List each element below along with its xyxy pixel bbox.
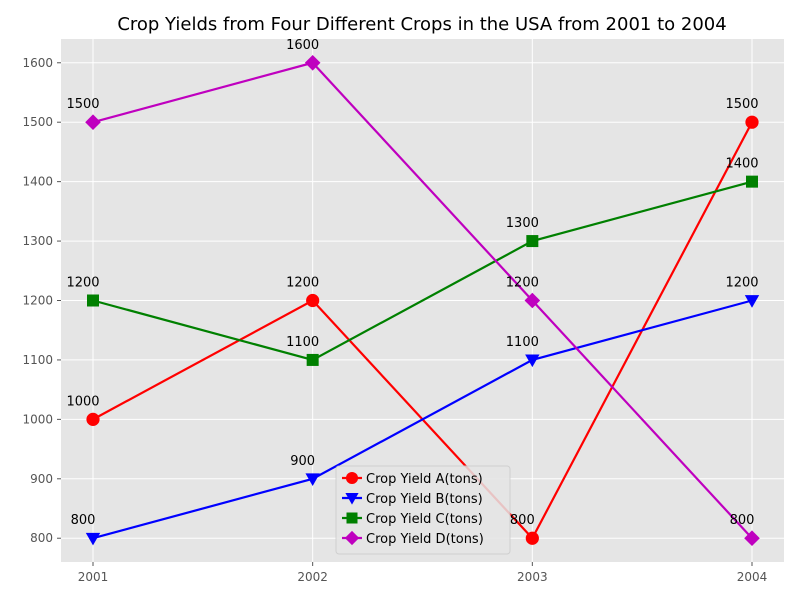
data-label: 1200 (506, 276, 539, 291)
data-point-marker (87, 294, 99, 307)
data-point-marker (744, 530, 760, 547)
data-point-marker (524, 292, 541, 309)
data-label: 1300 (506, 216, 539, 231)
data-point-marker (304, 54, 321, 71)
data-point-marker (746, 175, 758, 188)
data-label: 900 (290, 454, 315, 469)
legend-label: Crop Yield D(tons) (366, 532, 484, 547)
data-point-marker (744, 295, 760, 308)
data-label: 1500 (66, 97, 99, 112)
x-tick-label: 2001 (78, 570, 109, 584)
data-label: 1400 (725, 157, 758, 172)
data-label: 1100 (506, 335, 539, 350)
data-label: 1100 (286, 335, 319, 350)
data-label: 1000 (66, 394, 99, 409)
data-label: 1200 (66, 276, 99, 291)
y-tick-label: 1600 (22, 56, 53, 70)
series-4 (85, 54, 760, 547)
series-3 (87, 175, 758, 366)
axis-ticks: 800 900 1000 1100 1200 1300 1400 1500 1600 2001 20… (22, 56, 767, 584)
x-tick-label: 2002 (297, 570, 328, 584)
legend-marker (345, 471, 359, 485)
series-2 (85, 295, 760, 546)
x-tick-label: 2004 (737, 570, 768, 584)
y-tick-label: 1100 (22, 353, 53, 367)
x-tick-label: 2003 (517, 570, 548, 584)
legend-label: Crop Yield A(tons) (366, 472, 483, 487)
y-tick-label: 1400 (22, 175, 53, 189)
y-tick-label: 1500 (22, 115, 53, 129)
legend-marker (345, 493, 359, 505)
data-label: 1500 (725, 97, 758, 112)
data-point-marker (85, 114, 101, 131)
legend-entry: Crop Yield C(tons) (342, 512, 483, 527)
legend-entry: Crop Yield A(tons) (342, 471, 483, 487)
y-tick-label: 1200 (22, 294, 53, 308)
data-point-marker (306, 353, 319, 366)
legend: Crop Yield A(tons) Crop Yield B(tons) Crop… (335, 465, 511, 555)
legend-marker (344, 530, 360, 546)
series-layer (85, 54, 760, 547)
legend-entry: Crop Yield B(tons) (342, 492, 483, 507)
y-tick-label: 800 (30, 531, 53, 545)
data-label: 1200 (286, 276, 319, 291)
legend-marker (346, 512, 358, 524)
legend-label: Crop Yield B(tons) (366, 492, 483, 507)
legend-entry: Crop Yield D(tons) (342, 530, 484, 547)
data-point-marker (525, 354, 540, 368)
y-tick-label: 1000 (22, 412, 53, 426)
y-tick-label: 1300 (22, 234, 53, 248)
data-point-marker (85, 532, 101, 546)
data-point-marker (525, 531, 539, 545)
legend-box (335, 465, 511, 555)
data-point-marker (306, 293, 320, 308)
data-label: 1600 (286, 38, 319, 53)
data-point-marker (305, 473, 320, 486)
data-label: 800 (730, 513, 755, 528)
data-point-marker (86, 412, 100, 426)
data-label: 800 (71, 513, 96, 528)
series-line (92, 299, 753, 540)
data-label: 1200 (725, 276, 758, 291)
y-tick-label: 900 (30, 472, 53, 486)
data-point-marker (745, 115, 759, 129)
series-line (92, 180, 753, 362)
data-label: 800 (510, 513, 535, 528)
legend-label: Crop Yield C(tons) (366, 512, 483, 527)
series-line (92, 61, 753, 539)
chart-title: Crop Yields from Four Different Crops in… (117, 14, 726, 35)
data-point-marker (526, 235, 539, 248)
data-labels: 1000 1200 800 1500 800 900 1100 1200 1200 1100 130… (66, 38, 758, 528)
